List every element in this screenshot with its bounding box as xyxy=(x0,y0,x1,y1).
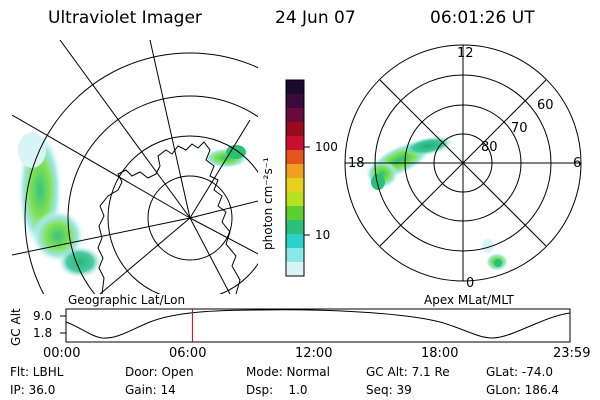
colorbar-stripe xyxy=(286,108,304,123)
aurora-left-patch xyxy=(18,132,102,278)
status-mode: Mode: Normal xyxy=(246,365,330,379)
status-gc-alt: GC Alt: 7.1 Re xyxy=(366,365,450,379)
time-tick-1200: 12:00 xyxy=(295,346,333,361)
meridian-lines xyxy=(12,40,258,294)
mlat-label-80: 80 xyxy=(481,140,498,155)
colorbar-stripe xyxy=(286,94,304,109)
colorbar-tick-10: 10 xyxy=(315,228,331,242)
time-label: 06:01:26 UT xyxy=(430,8,535,28)
auroral-oval xyxy=(366,136,454,190)
colorbar-stripe xyxy=(286,122,304,137)
coastline xyxy=(97,141,241,294)
colorbar-stripe xyxy=(286,206,304,221)
date-label: 24 Jun 07 xyxy=(275,8,356,28)
polar-mlt-plot xyxy=(344,44,582,282)
altitude-curve xyxy=(65,309,571,339)
colorbar-stripe xyxy=(286,262,304,277)
altitude-tick-low: 1.8 xyxy=(33,326,53,340)
colorbar-stripes xyxy=(286,80,304,277)
status-door: Door: Open xyxy=(125,365,194,379)
status-filter: Flt: LBHL xyxy=(10,365,64,379)
colorbar-unit-label: photon cm⁻²s⁻¹ xyxy=(261,157,275,250)
aurora-spot-midnight xyxy=(482,239,508,271)
status-gain: Gain: 14 xyxy=(125,383,176,397)
instrument-title: Ultraviolet Imager xyxy=(48,8,202,28)
colorbar-stripe xyxy=(286,150,304,165)
apex-caption: Apex MLat/MLT xyxy=(424,293,514,307)
mlt-label-6: 6 xyxy=(573,156,582,171)
mlt-label-12: 12 xyxy=(457,46,474,61)
colorbar-stripe xyxy=(286,80,304,95)
time-tick-0000: 00:00 xyxy=(43,346,81,361)
mlat-label-70: 70 xyxy=(511,121,528,136)
status-glat: GLat: -74.0 xyxy=(486,365,553,379)
colorbar-stripe xyxy=(286,220,304,235)
altitude-axis-label: GC Alt xyxy=(9,308,23,346)
time-tick-1800: 18:00 xyxy=(421,346,459,361)
colorbar xyxy=(285,79,310,277)
colorbar-stripe xyxy=(286,192,304,207)
mlat-label-60: 60 xyxy=(537,98,554,113)
time-tick-0600: 06:00 xyxy=(169,346,207,361)
mlt-label-0: 0 xyxy=(466,276,475,291)
colorbar-stripe xyxy=(286,234,304,249)
latitude-circles xyxy=(24,52,258,294)
time-tick-2359: 23:59 xyxy=(553,346,591,361)
colorbar-tick-100: 100 xyxy=(315,140,338,154)
geographic-caption: Geographic Lat/Lon xyxy=(68,293,186,307)
status-dsp: Dsp: 1.0 xyxy=(246,383,308,397)
colorbar-stripe xyxy=(286,164,304,179)
altitude-tick-high: 9.0 xyxy=(33,309,53,323)
colorbar-stripe xyxy=(286,178,304,193)
aurora-right-patch xyxy=(204,145,248,168)
geographic-map xyxy=(12,40,258,294)
status-glon: GLon: 186.4 xyxy=(486,383,559,397)
colorbar-stripe xyxy=(286,136,304,151)
altitude-strip xyxy=(60,308,571,343)
status-ip: IP: 36.0 xyxy=(10,383,56,397)
colorbar-stripe xyxy=(286,248,304,263)
mlt-label-18: 18 xyxy=(348,156,365,171)
status-seq: Seq: 39 xyxy=(366,383,412,397)
